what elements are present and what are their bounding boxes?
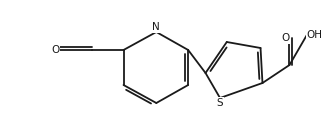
Text: S: S [217,98,223,108]
Text: O: O [52,45,60,55]
Text: O: O [281,33,289,43]
Text: N: N [153,22,160,32]
Text: OH: OH [307,30,323,40]
